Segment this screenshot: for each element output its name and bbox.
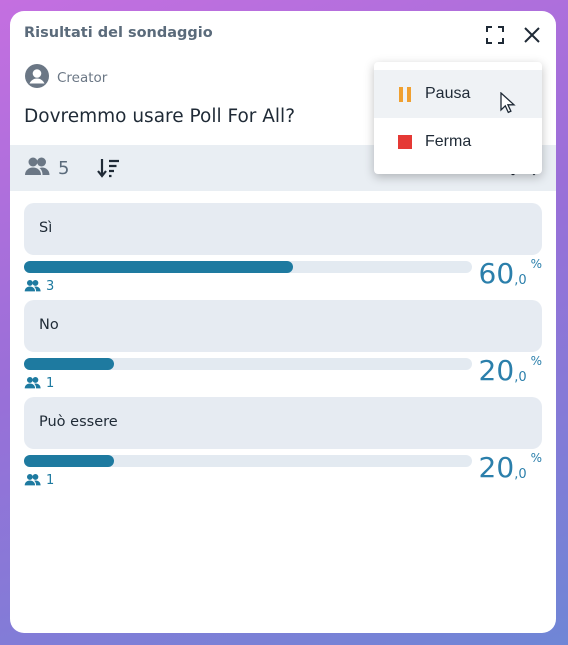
percentage-value: 60 [478,257,515,290]
result-bar-fill [24,358,114,370]
vote-count: 1 [24,374,54,393]
percentage-value: 20 [478,451,515,484]
creator-label: Creator [57,70,108,86]
menu-item-pause[interactable]: Pausa [374,70,542,118]
participants-count: 5 [24,156,69,180]
result-bar-fill [24,455,114,467]
percentage-sign: % [530,354,542,368]
users-icon [24,156,50,180]
option-card: Sì [24,203,542,255]
option-card: No [24,300,542,352]
percentage: 20 ,0 % [478,354,542,387]
percentage: 20 ,0 % [478,451,542,484]
percentage-decimal: ,0 [514,370,527,385]
menu-item-label: Ferma [425,133,472,150]
sort-descending-icon[interactable] [97,157,121,183]
result-bar [24,455,472,467]
stop-icon [398,135,412,154]
vote-number: 3 [46,279,55,294]
percentage-decimal: ,0 [514,467,527,482]
vote-count: 3 [24,277,54,296]
result-bar [24,358,472,370]
close-icon[interactable] [521,24,543,46]
option-card: Può essere [24,397,542,449]
pause-icon [399,87,413,107]
poll-question: Dovremmo usare Poll For All? [24,106,296,127]
vote-count: 1 [24,471,54,490]
participants-number: 5 [58,157,70,179]
vote-number: 1 [46,376,55,391]
result-bar [24,261,472,273]
result-bar-fill [24,261,293,273]
vote-number: 1 [46,473,55,488]
percentage-decimal: ,0 [514,273,527,288]
fullscreen-icon[interactable] [484,24,506,46]
voters-icon [24,374,41,393]
voters-icon [24,277,41,296]
panel-title: Risultati del sondaggio [24,25,213,41]
percentage-sign: % [530,451,542,465]
menu-item-label: Pausa [425,85,471,102]
percentage: 60 ,0 % [478,257,542,290]
menu-item-stop[interactable]: Ferma [374,118,542,166]
percentage-value: 20 [478,354,515,387]
poll-control-menu: Pausa Ferma [374,62,542,174]
percentage-sign: % [530,257,542,271]
avatar-icon [25,64,49,92]
voters-icon [24,471,41,490]
option-label: No [39,317,59,333]
option-label: Può essere [39,414,118,430]
creator-row: Creator [25,64,107,92]
mouse-cursor-icon [500,91,516,118]
option-label: Sì [39,220,53,236]
